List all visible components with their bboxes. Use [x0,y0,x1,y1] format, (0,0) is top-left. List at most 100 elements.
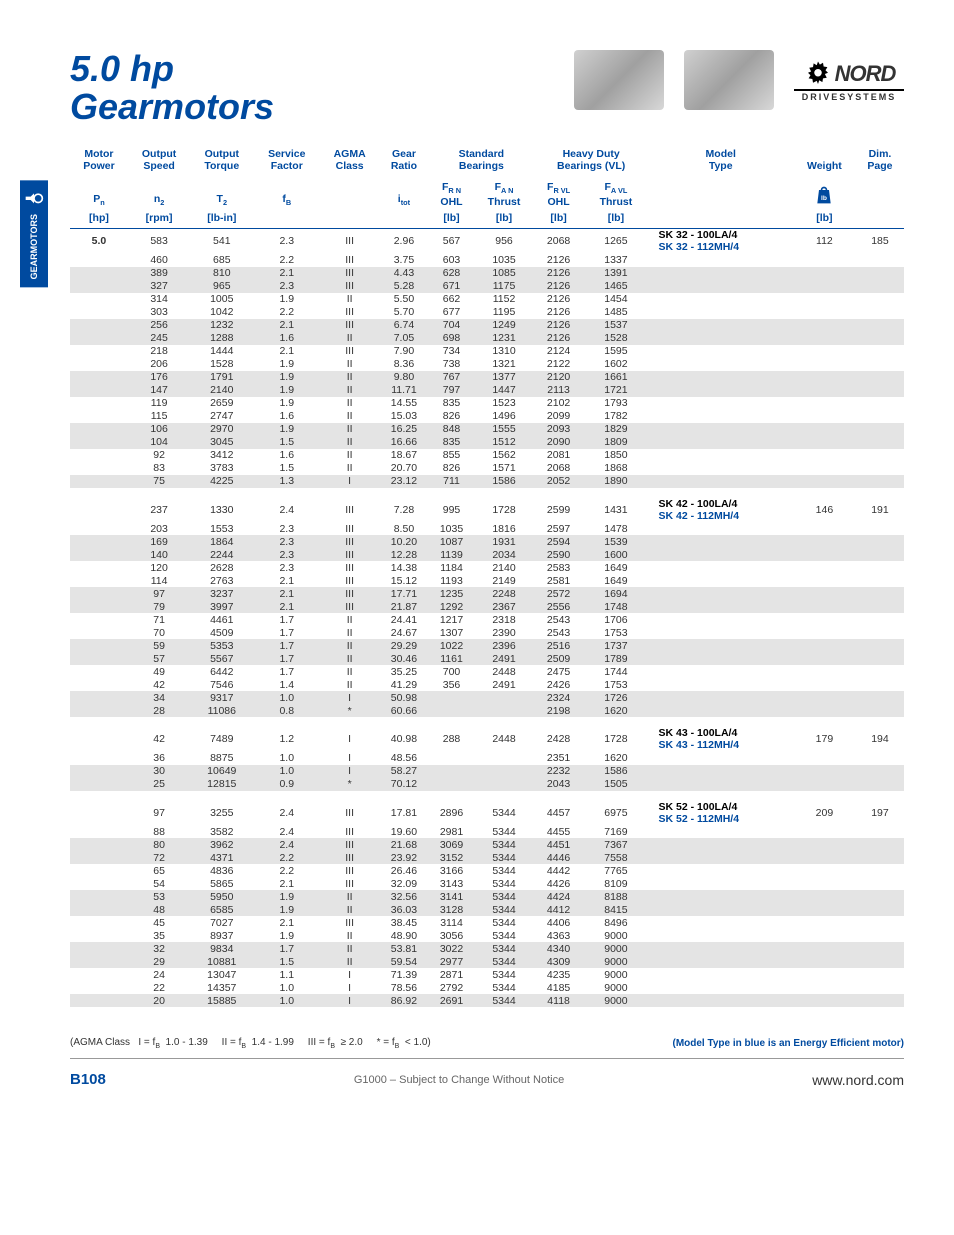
cell: * [320,704,379,717]
cell: 1.0 [253,981,320,994]
table-row: 8835822.4III19.602981534444557169 [70,825,904,838]
cell: 1.1 [253,968,320,981]
cell: 5344 [474,838,534,851]
cell: 1864 [190,535,253,548]
cell: 1.7 [253,942,320,955]
cell: 4185 [534,981,583,994]
cell: 14.55 [379,397,429,410]
cell: 1.9 [253,423,320,436]
cell: 1.5 [253,462,320,475]
cell: 2318 [474,613,534,626]
cell: 48.90 [379,929,429,942]
cell [856,306,904,319]
cell: 2367 [474,600,534,613]
cell [856,613,904,626]
cell: 2396 [474,639,534,652]
cell: 8496 [583,916,648,929]
cell [649,994,793,1007]
table-row: 14022442.3III12.281139203425901600 [70,548,904,561]
cell: 5.50 [379,293,429,306]
cell: 119 [128,397,190,410]
cell: 2126 [534,254,583,267]
cell: 2448 [474,717,534,752]
cell: 2113 [534,384,583,397]
cell [649,704,793,717]
cell: III [320,791,379,826]
cell: II [320,942,379,955]
cell: II [320,410,379,423]
cell: SK 42 - 100LA/4SK 42 - 112MH/4 [649,488,793,523]
cell: 1330 [190,488,253,523]
cell [429,778,474,791]
cell: 16.66 [379,436,429,449]
cell [70,994,128,1007]
cell [70,916,128,929]
cell: 2.3 [253,561,320,574]
cell [856,587,904,600]
cell [649,371,793,384]
cell: 60.66 [379,704,429,717]
cell: 1249 [474,319,534,332]
hdr-std-bearings: StandardBearings [429,146,534,175]
cell [429,704,474,717]
cell: 4340 [534,942,583,955]
cell: 3582 [190,825,253,838]
cell: 3069 [429,838,474,851]
cell: 50.98 [379,691,429,704]
cell: 2.3 [253,548,320,561]
cell [70,955,128,968]
cell: 1505 [583,778,648,791]
cell: 567 [429,228,474,254]
cell: 48 [128,903,190,916]
cell [856,765,904,778]
cell: 303 [128,306,190,319]
table-row: 30106491.0I58.2722321586 [70,765,904,778]
cell: III [320,522,379,535]
cell: 7.90 [379,345,429,358]
cell: 389 [128,267,190,280]
cell: 58.27 [379,765,429,778]
cell: 2120 [534,371,583,384]
cell: 2448 [474,665,534,678]
cell: III [320,825,379,838]
cell [793,371,856,384]
cell: 114 [128,574,190,587]
cell: 2543 [534,626,583,639]
cell: 2351 [534,752,583,765]
cell [856,280,904,293]
cell [856,626,904,639]
cell [70,626,128,639]
cell [70,968,128,981]
hdr-ratio: GearRatio [379,146,429,175]
cell [793,981,856,994]
cell [793,955,856,968]
cell [793,319,856,332]
cell: III [320,838,379,851]
cell: 3997 [190,600,253,613]
cell: 30.46 [379,652,429,665]
cell: 17.81 [379,791,429,826]
cell [856,436,904,449]
cell: 2.2 [253,254,320,267]
cell: II [320,358,379,371]
unit-lb4: [lb] [583,210,648,228]
cell: 1661 [583,371,648,384]
cell: III [320,851,379,864]
cell: 0.9 [253,778,320,791]
cell: 20 [128,994,190,1007]
cell: 36 [128,752,190,765]
cell: 956 [474,228,534,254]
cell: II [320,903,379,916]
cell: 2763 [190,574,253,587]
cell: 2052 [534,475,583,488]
cell: 1444 [190,345,253,358]
cell: 19.60 [379,825,429,838]
cell [856,778,904,791]
cell: 2572 [534,587,583,600]
cell: III [320,280,379,293]
cell: 1.0 [253,691,320,704]
cell: II [320,639,379,652]
cell [793,332,856,345]
cell [856,639,904,652]
cell: SK 52 - 100LA/4SK 52 - 112MH/4 [649,791,793,826]
